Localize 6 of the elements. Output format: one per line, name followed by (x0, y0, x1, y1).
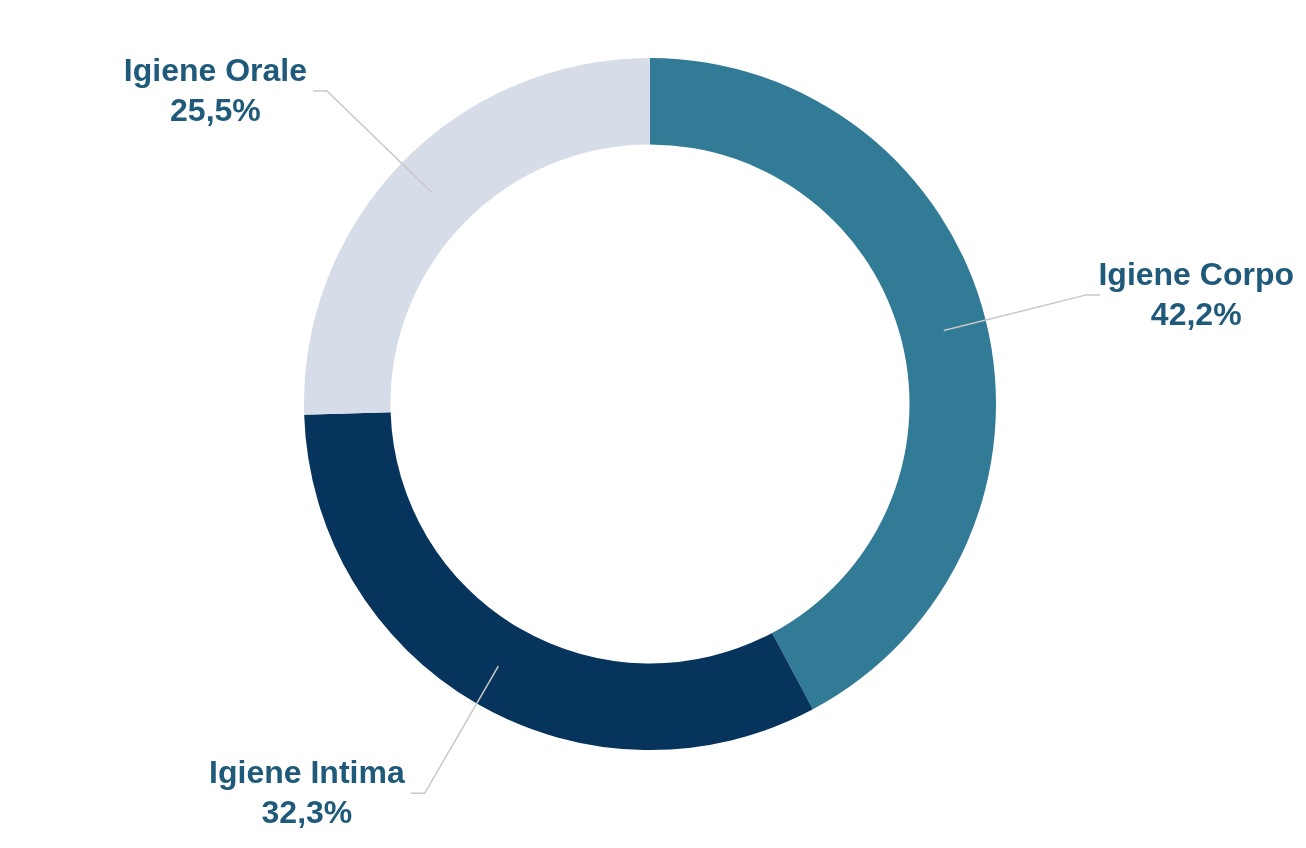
data-label: 32,3% (261, 794, 353, 831)
data-label: 25,5% (170, 91, 261, 128)
slice-label: Igiene Intima (209, 754, 405, 791)
slice-label: Igiene Orale (123, 51, 307, 88)
slice-label: Igiene Corpo (1098, 255, 1294, 292)
data-label: 42,2% (1150, 295, 1242, 332)
